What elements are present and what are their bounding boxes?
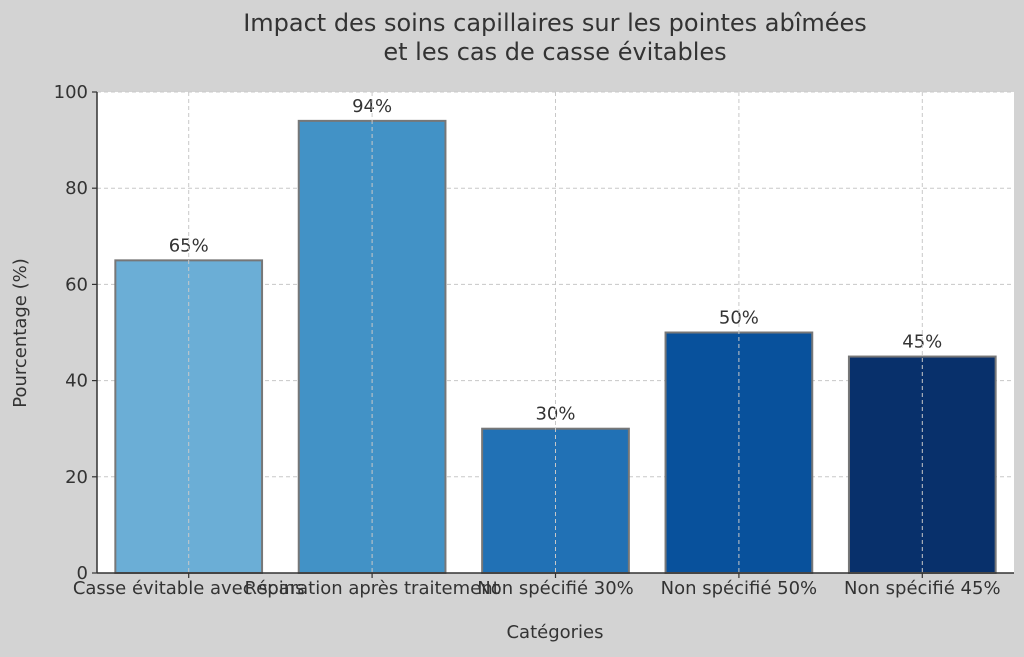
chart-title-line-1: Impact des soins capillaires sur les poi… — [243, 9, 867, 37]
y-tick-label: 80 — [65, 178, 88, 199]
y-tick-label: 60 — [65, 274, 88, 295]
y-tick-label: 40 — [65, 371, 88, 392]
x-tick-label: Casse évitable avec soins — [73, 578, 305, 599]
x-tick-label: Non spécifié 50% — [661, 578, 818, 599]
x-tick-label: Réparation après traitement — [244, 578, 499, 599]
bars-layer: 65%94%30%50%45% — [114, 92, 997, 575]
chart-title-line-2: et les cas de casse évitables — [383, 38, 726, 66]
axes-layer: 0 20 40 60 80 100 Casse évitable avec soinsRép… — [54, 82, 1014, 599]
y-tick-label: 0 — [77, 563, 88, 584]
bar-value-label: 65% — [169, 235, 209, 256]
x-tick-label: Non spécifié 45% — [844, 578, 1001, 599]
y-tick-label: 100 — [54, 82, 88, 103]
x-axis-label: Catégories — [506, 622, 603, 643]
bar-value-label: 45% — [902, 332, 942, 353]
y-tick-label: 20 — [65, 467, 88, 488]
y-axis-label: Pourcentage (%) — [10, 258, 31, 407]
x-tick-label: Non spécifié 30% — [477, 578, 634, 599]
